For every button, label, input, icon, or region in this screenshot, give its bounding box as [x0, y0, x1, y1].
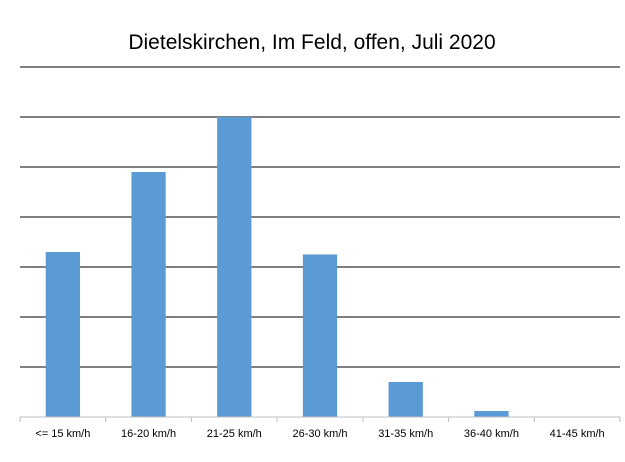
x-tick-label: 21-25 km/h [207, 428, 262, 440]
x-tick-label: 41-45 km/h [550, 428, 605, 440]
x-tick-labels: <= 15 km/h 16-20 km/h 21-25 km/h 26-30 km/h… [35, 428, 604, 440]
bar-5 [474, 411, 509, 417]
x-tick-label: 16-20 km/h [121, 428, 176, 440]
bars [45, 117, 509, 417]
bar-2 [217, 117, 252, 417]
bar-1 [131, 172, 166, 417]
x-tick-label: <= 15 km/h [35, 428, 90, 440]
x-tick-label: 36-40 km/h [464, 428, 519, 440]
bar-0 [45, 252, 80, 417]
x-tick-label: 31-35 km/h [378, 428, 433, 440]
x-axis [19, 416, 621, 422]
x-tick-label: 26-30 km/h [292, 428, 347, 440]
bar-3 [302, 254, 338, 417]
bar-4 [388, 382, 423, 417]
chart-title: Dietelskirchen, Im Feld, offen, Juli 202… [128, 31, 495, 54]
